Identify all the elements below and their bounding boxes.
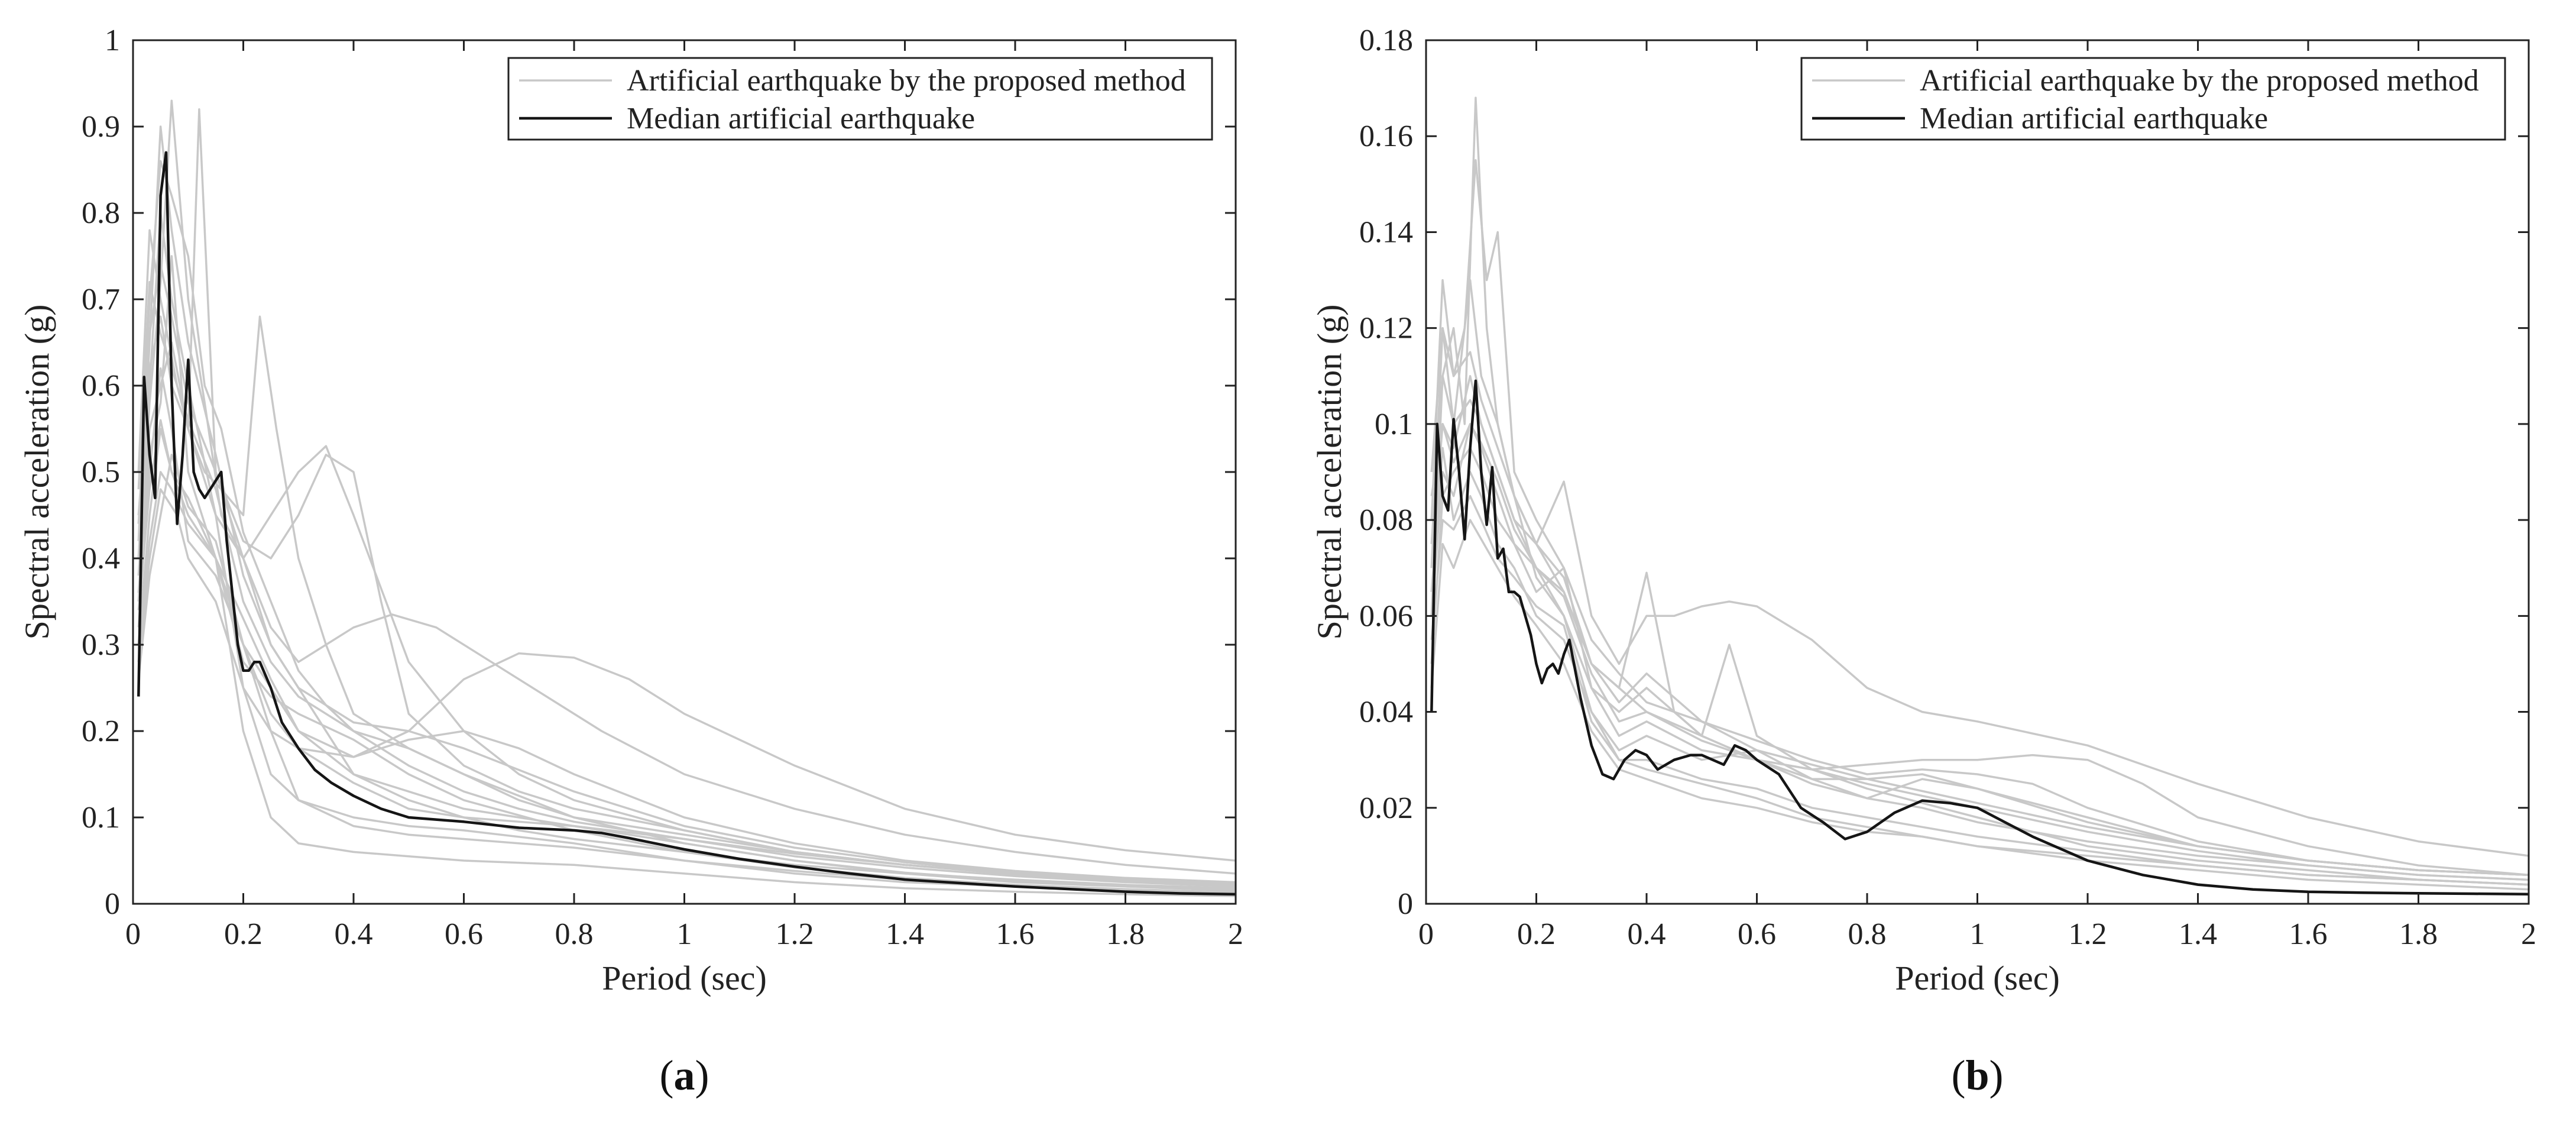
y-tick-label: 0	[105, 887, 120, 921]
artificial-earthquake-line	[137, 315, 1236, 886]
artificial-earthquake-line	[1430, 447, 2529, 877]
y-tick-label: 0	[1398, 887, 1413, 921]
y-tick-label: 0.18	[1359, 24, 1413, 57]
panel-label-close: )	[695, 1052, 709, 1099]
x-tick-label: 1.6	[996, 917, 1035, 951]
artificial-earthquake-line	[137, 341, 1236, 875]
x-tick-label: 2	[1228, 917, 1243, 951]
panel-label-open: (	[660, 1052, 674, 1099]
artificial-earthquake-line	[137, 99, 1236, 890]
artificial-earthquake-line	[137, 488, 1236, 884]
x-tick-label: 2	[2521, 917, 2536, 951]
x-tick-label: 0.6	[445, 917, 483, 951]
legend-box	[1800, 57, 2506, 141]
x-axis-label: Period (sec)	[1895, 959, 2060, 997]
legend: Artificial earthquake by the proposed me…	[1800, 57, 2506, 141]
x-tick-label: 0.4	[335, 917, 373, 951]
y-tick-label: 0.7	[82, 283, 120, 316]
artificial-earthquake-line	[137, 428, 1236, 862]
artificial-earthquake-line	[137, 160, 1236, 888]
median-earthquake-line	[1430, 379, 2529, 896]
y-tick-label: 0.16	[1359, 119, 1413, 153]
panel-label-open: (	[1951, 1052, 1965, 1099]
artificial-earthquake-line	[137, 471, 1236, 888]
x-tick-label: 0	[1418, 917, 1434, 951]
legend: Artificial earthquake by the proposed me…	[507, 57, 1213, 141]
x-tick-label: 0.6	[1738, 917, 1776, 951]
y-tick-label: 1	[105, 24, 120, 57]
artificial-earthquake-line	[1430, 159, 2529, 877]
legend-entry-label: Median artificial earthquake	[1920, 102, 2268, 135]
panel-label: (a)	[660, 1052, 709, 1099]
x-tick-label: 0.2	[224, 917, 263, 951]
artificial-earthquake-line	[137, 281, 1236, 890]
legend-entry-label: Artificial earthquake by the proposed me…	[1920, 64, 2479, 98]
artificial-earthquake-line	[137, 255, 1236, 897]
x-tick-label: 0.2	[1517, 917, 1556, 951]
x-tick-label: 0	[125, 917, 141, 951]
artificial-earthquake-line	[1430, 375, 2529, 857]
artificial-earthquake-line	[1430, 447, 2529, 877]
y-tick-label: 0.14	[1359, 215, 1413, 249]
artificial-earthquake-line	[137, 108, 1236, 886]
legend-box	[507, 57, 1213, 141]
y-tick-label: 0.6	[82, 369, 120, 403]
y-tick-label: 0.8	[82, 196, 120, 230]
x-tick-label: 1.4	[2179, 917, 2217, 951]
series-group	[137, 99, 1236, 897]
artificial-earthquake-line	[137, 367, 1236, 892]
x-tick-label: 1.2	[2069, 917, 2107, 951]
x-tick-label: 1	[677, 917, 692, 951]
artificial-earthquake-line	[137, 212, 1236, 895]
x-tick-label: 0.8	[1848, 917, 1887, 951]
x-tick-label: 1.2	[776, 917, 814, 951]
y-tick-label: 0.02	[1359, 791, 1413, 825]
y-tick-label: 0.1	[82, 801, 120, 835]
y-tick-label: 0.2	[82, 715, 120, 748]
artificial-earthquake-line	[1430, 279, 2529, 891]
artificial-earthquake-line	[1430, 423, 2529, 877]
x-tick-label: 1	[1970, 917, 1985, 951]
x-tick-label: 1.8	[1106, 917, 1145, 951]
y-tick-label: 0.04	[1359, 696, 1413, 729]
y-tick-label: 0.5	[82, 455, 120, 489]
y-axis-label: Spectral acceleration (g)	[1310, 305, 1349, 640]
y-axis-label: Spectral acceleration (g)	[18, 305, 56, 640]
artificial-earthquake-line	[1430, 494, 2529, 886]
y-tick-label: 0.3	[82, 628, 120, 662]
artificial-earthquake-line	[1430, 519, 2529, 886]
x-axis-label: Period (sec)	[602, 959, 767, 997]
median-earthquake-line	[137, 151, 1236, 896]
panel-label: (b)	[1951, 1052, 2003, 1099]
y-tick-label: 0.12	[1359, 312, 1413, 345]
artificial-earthquake-line	[1430, 326, 2529, 877]
x-tick-label: 1.4	[886, 917, 924, 951]
artificial-earthquake-line	[137, 419, 1236, 894]
chart-panel-b: 0 0.2 0.4 0.6 0.8 1 1.2 1.4 1.6 1.8 2 0 0.02 0.04 0.06…	[1310, 24, 2536, 1099]
artificial-earthquake-line	[1430, 96, 2529, 881]
y-tick-label: 0.08	[1359, 503, 1413, 537]
artificial-earthquake-line	[137, 125, 1236, 886]
y-tick-label: 0.9	[82, 110, 120, 144]
legend-entry-label: Artificial earthquake by the proposed me…	[627, 64, 1186, 98]
x-tick-label: 0.4	[1628, 917, 1666, 951]
panel-label-close: )	[1989, 1052, 2004, 1099]
chart-panel-a: 0 0.2 0.4 0.6 0.8 1 1.2 1.4 1.6 1.8 2 0 0.1 0.2 0.3 0.4…	[18, 24, 1243, 1099]
y-tick-label: 0.1	[1375, 408, 1413, 441]
x-tick-label: 0.8	[555, 917, 594, 951]
y-tick-label: 0.4	[82, 542, 120, 576]
artificial-earthquake-line	[1430, 423, 2529, 886]
y-tick-label: 0.06	[1359, 599, 1413, 633]
x-tick-label: 1.8	[2399, 917, 2438, 951]
legend-entry-label: Median artificial earthquake	[627, 102, 975, 135]
panel-label-letter: b	[1965, 1052, 1989, 1099]
series-group	[1430, 96, 2529, 896]
x-tick-label: 1.6	[2289, 917, 2328, 951]
panel-label-letter: a	[674, 1052, 695, 1099]
